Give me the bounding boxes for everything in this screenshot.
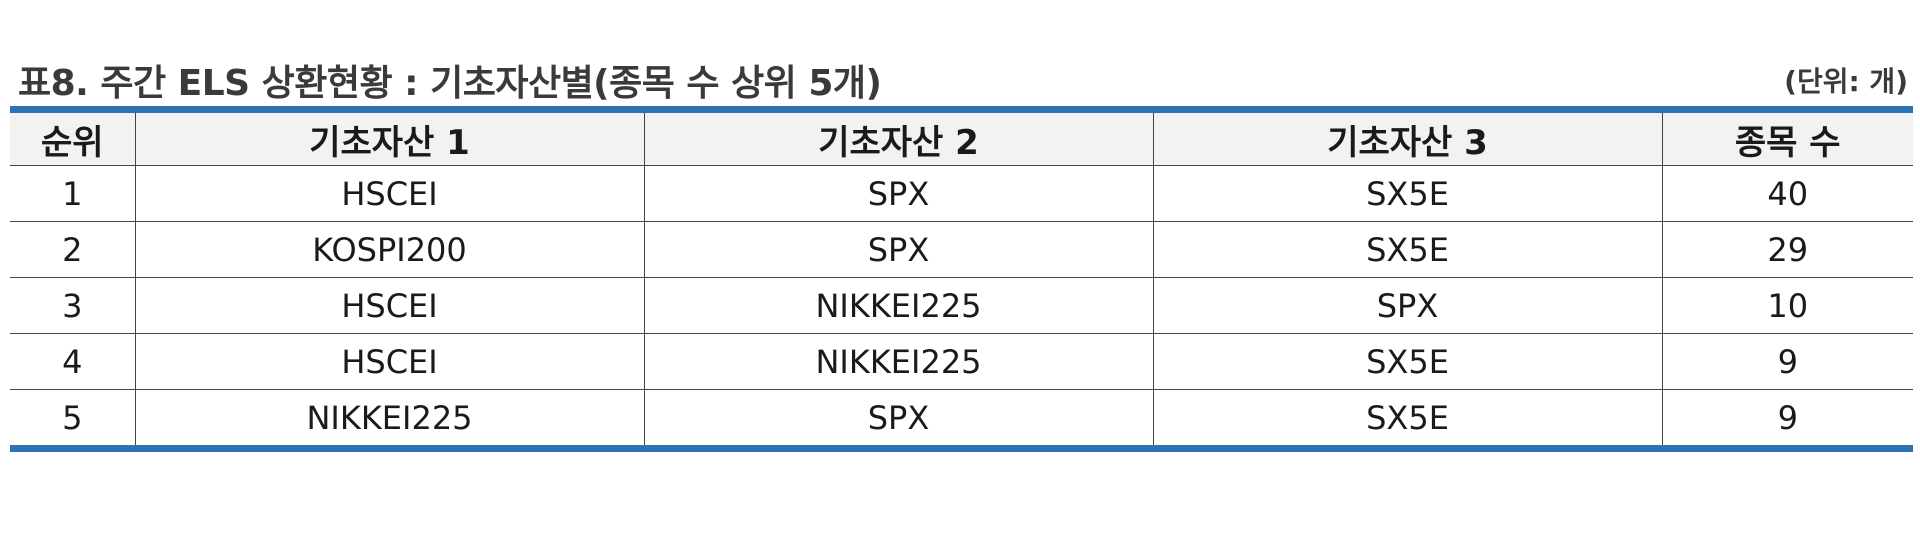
cell-asset-1: KOSPI200	[134, 221, 644, 278]
cell-asset-2: SPX	[643, 221, 1153, 278]
table-row: 2 KOSPI200 SPX SX5E 29	[10, 221, 1913, 278]
table-title-row: 표8. 주간 ELS 상환현황 : 기초자산별(종목 수 상위 5개) (단위:…	[10, 50, 1910, 104]
cell-rank: 4	[10, 333, 135, 390]
cell-count: 40	[1661, 165, 1913, 222]
cell-asset-2: SPX	[643, 389, 1153, 445]
header-row: 순위 기초자산 1 기초자산 2 기초자산 3 종목 수	[10, 113, 1913, 166]
table-title: 표8. 주간 ELS 상환현황 : 기초자산별(종목 수 상위 5개)	[18, 63, 882, 104]
cell-rank: 1	[10, 165, 135, 222]
cell-asset-3: SPX	[1152, 277, 1662, 334]
header-rank: 순위	[10, 113, 135, 166]
table-row: 3 HSCEI NIKKEI225 SPX 10	[10, 277, 1913, 334]
cell-asset-1: HSCEI	[134, 333, 644, 390]
table-row: 5 NIKKEI225 SPX SX5E 9	[10, 389, 1913, 445]
cell-asset-3: SX5E	[1152, 333, 1662, 390]
cell-asset-1: HSCEI	[134, 277, 644, 334]
header-asset-1: 기초자산 1	[134, 113, 644, 166]
cell-count: 9	[1661, 333, 1913, 390]
cell-rank: 5	[62, 398, 83, 437]
cell-rank: 3	[10, 277, 135, 334]
header-count: 종목 수	[1661, 113, 1913, 166]
cell-asset-2: NIKKEI225	[643, 277, 1153, 334]
cell-asset-3: SX5E	[1152, 221, 1662, 278]
cell-asset-2: NIKKEI225	[643, 333, 1153, 390]
table-row: 1 HSCEI SPX SX5E 40	[10, 165, 1913, 222]
cell-asset-1: NIKKEI225	[134, 389, 644, 445]
cell-asset-3: SX5E	[1152, 165, 1662, 222]
header-asset-2: 기초자산 2	[643, 113, 1153, 166]
cell-count: 10	[1661, 277, 1913, 334]
cell-rank: 2	[10, 221, 135, 278]
redemption-table: 순위 기초자산 1 기초자산 2 기초자산 3 종목 수 1 HSCEI SPX…	[10, 113, 1913, 445]
cell-asset-3: SX5E	[1152, 389, 1662, 445]
cell-asset-2: SPX	[643, 165, 1153, 222]
header-asset-3: 기초자산 3	[1152, 113, 1662, 166]
cell-asset-1: HSCEI	[134, 165, 644, 222]
unit-note: (단위: 개)	[1784, 65, 1908, 98]
redemption-table-container: 순위 기초자산 1 기초자산 2 기초자산 3 종목 수 1 HSCEI SPX…	[10, 106, 1913, 452]
table-row: 4 HSCEI NIKKEI225 SX5E 9	[10, 333, 1913, 390]
cell-count: 9	[1661, 389, 1913, 445]
cell-count: 29	[1661, 221, 1913, 278]
